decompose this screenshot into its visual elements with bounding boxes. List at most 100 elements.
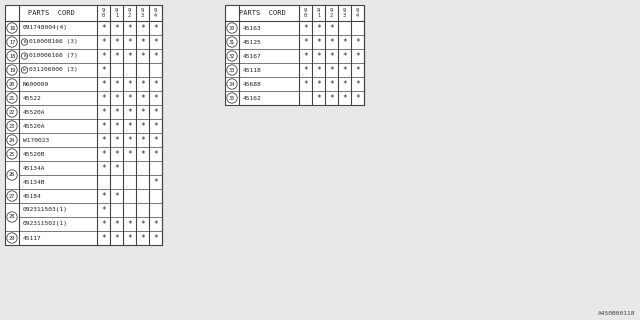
- Text: 23: 23: [9, 124, 15, 129]
- Text: *: *: [127, 108, 132, 116]
- Text: *: *: [140, 93, 145, 102]
- Text: *: *: [140, 23, 145, 33]
- Text: *: *: [101, 108, 106, 116]
- Text: 45125: 45125: [243, 39, 262, 44]
- Text: B: B: [23, 54, 26, 58]
- Text: 25: 25: [9, 151, 15, 156]
- Text: *: *: [140, 79, 145, 89]
- Text: 18: 18: [9, 53, 15, 59]
- Text: *: *: [101, 234, 106, 243]
- Text: *: *: [114, 220, 119, 228]
- Text: *: *: [114, 52, 119, 60]
- Text: *: *: [127, 23, 132, 33]
- Text: *: *: [329, 79, 334, 89]
- Text: 45520B: 45520B: [23, 151, 45, 156]
- Text: *: *: [114, 149, 119, 158]
- Bar: [5, 5, 162, 245]
- Text: 30: 30: [229, 26, 235, 30]
- Text: 45167: 45167: [243, 53, 262, 59]
- Text: *: *: [114, 79, 119, 89]
- Text: 9
2: 9 2: [330, 8, 333, 18]
- Text: 9
0: 9 0: [102, 8, 105, 18]
- Text: *: *: [140, 37, 145, 46]
- Text: *: *: [316, 66, 321, 75]
- Text: *: *: [153, 149, 158, 158]
- Text: *: *: [101, 66, 106, 75]
- Text: 22: 22: [9, 109, 15, 115]
- Text: 9
2: 9 2: [128, 8, 131, 18]
- Text: *: *: [140, 220, 145, 228]
- Text: 45520A: 45520A: [23, 124, 45, 129]
- Text: *: *: [127, 52, 132, 60]
- Text: 092311502(1): 092311502(1): [23, 221, 68, 227]
- Text: *: *: [153, 23, 158, 33]
- Text: *: *: [114, 93, 119, 102]
- Text: 26: 26: [9, 172, 15, 178]
- Text: 45118: 45118: [243, 68, 262, 73]
- Text: *: *: [342, 79, 347, 89]
- Text: 010008166 (3): 010008166 (3): [29, 39, 77, 44]
- Text: 45134B: 45134B: [23, 180, 45, 185]
- Text: *: *: [101, 220, 106, 228]
- Text: *: *: [355, 37, 360, 46]
- Text: *: *: [153, 234, 158, 243]
- Text: 19: 19: [9, 68, 15, 73]
- Text: W170023: W170023: [23, 138, 49, 142]
- Text: *: *: [355, 79, 360, 89]
- Text: *: *: [303, 52, 308, 60]
- Text: 010006166 (7): 010006166 (7): [29, 53, 77, 59]
- Text: *: *: [101, 149, 106, 158]
- Text: *: *: [101, 52, 106, 60]
- Text: PARTS  CORD: PARTS CORD: [239, 10, 285, 16]
- Text: *: *: [342, 66, 347, 75]
- Text: *: *: [101, 37, 106, 46]
- Text: B: B: [23, 40, 26, 44]
- Text: 091748004(4): 091748004(4): [23, 26, 68, 30]
- Text: 092311503(1): 092311503(1): [23, 207, 68, 212]
- Text: *: *: [355, 66, 360, 75]
- Text: 45522: 45522: [23, 95, 42, 100]
- Text: 031206000 (3): 031206000 (3): [29, 68, 77, 73]
- Text: 45520A: 45520A: [23, 109, 45, 115]
- Text: *: *: [329, 66, 334, 75]
- Text: *: *: [101, 205, 106, 214]
- Text: *: *: [140, 135, 145, 145]
- Text: *: *: [153, 108, 158, 116]
- Text: *: *: [153, 79, 158, 89]
- Text: 45184: 45184: [23, 194, 42, 198]
- Text: *: *: [329, 52, 334, 60]
- Text: *: *: [127, 234, 132, 243]
- Text: *: *: [355, 52, 360, 60]
- Text: *: *: [127, 220, 132, 228]
- Text: *: *: [101, 135, 106, 145]
- Text: 34: 34: [229, 82, 235, 86]
- Text: W: W: [23, 68, 26, 72]
- Text: *: *: [303, 23, 308, 33]
- Text: *: *: [101, 191, 106, 201]
- Text: *: *: [114, 234, 119, 243]
- Text: *: *: [101, 93, 106, 102]
- Text: N600009: N600009: [23, 82, 49, 86]
- Text: *: *: [140, 108, 145, 116]
- Text: *: *: [114, 108, 119, 116]
- Text: 16: 16: [9, 26, 15, 30]
- Text: *: *: [303, 66, 308, 75]
- Text: *: *: [101, 23, 106, 33]
- Text: *: *: [114, 135, 119, 145]
- Text: *: *: [153, 178, 158, 187]
- Text: *: *: [114, 164, 119, 172]
- Text: *: *: [140, 52, 145, 60]
- Text: 9
0: 9 0: [304, 8, 307, 18]
- Text: 45163: 45163: [243, 26, 262, 30]
- Text: 20: 20: [9, 82, 15, 86]
- Text: *: *: [127, 79, 132, 89]
- Text: 9
1: 9 1: [115, 8, 118, 18]
- Text: *: *: [303, 37, 308, 46]
- Text: *: *: [101, 79, 106, 89]
- Text: PARTS  CORD: PARTS CORD: [28, 10, 74, 16]
- Text: *: *: [127, 37, 132, 46]
- Text: *: *: [114, 37, 119, 46]
- Text: *: *: [316, 52, 321, 60]
- Text: *: *: [153, 37, 158, 46]
- Text: 21: 21: [9, 95, 15, 100]
